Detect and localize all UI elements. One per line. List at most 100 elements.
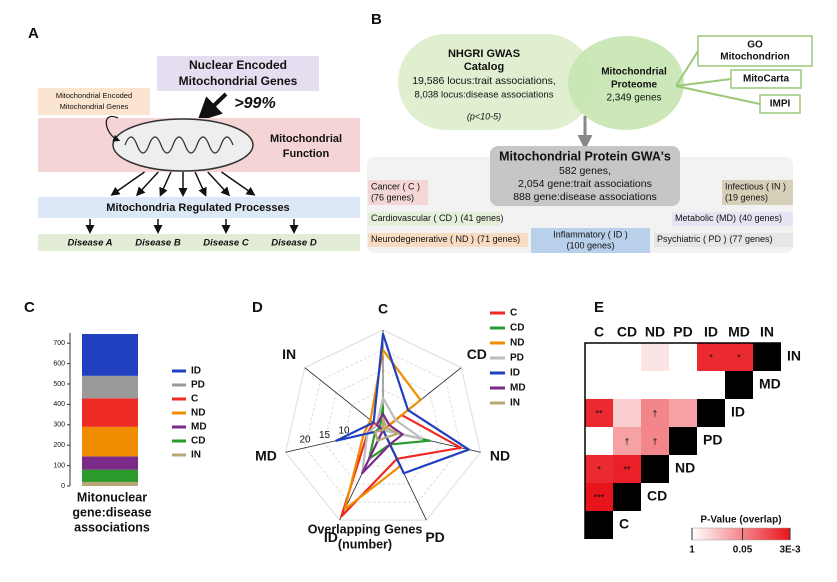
category-genes: (71 genes) <box>477 234 520 244</box>
label: 888 gene:disease associations <box>513 191 657 203</box>
category-name: Psychiatric ( PD ) <box>657 234 727 244</box>
legend-label: ID <box>191 366 201 377</box>
legend-label: PD <box>191 380 205 391</box>
label: GO <box>747 40 763 51</box>
axis-label: IN <box>282 346 296 362</box>
label: 19,586 locus:trait associations, <box>412 75 556 87</box>
label: >99% <box>234 95 275 112</box>
label: Disease B <box>135 238 181 249</box>
grid-ring <box>343 389 423 467</box>
legend-label: IN <box>191 450 201 461</box>
arrow <box>194 171 207 197</box>
r-tick-label: 20 <box>299 434 311 445</box>
category-label: Metabolic (MD) (40 genes) <box>675 213 782 223</box>
label: Mitochondrion <box>720 52 789 63</box>
colorbar-tick-label: 1 <box>689 545 695 556</box>
label: Mitochondrial <box>270 133 342 145</box>
category-name: Metabolic (MD) <box>675 213 736 223</box>
column-label: PD <box>673 324 692 340</box>
axis-label: CD <box>467 346 487 362</box>
y-tick-label: 500 <box>53 381 65 388</box>
r-tick-label: 10 <box>338 426 350 437</box>
row-label: ID <box>731 404 745 420</box>
significance: ** <box>595 408 603 418</box>
label: Mitochondrial Genes <box>179 74 298 88</box>
diagonal-cell <box>697 399 725 427</box>
diagonal-cell <box>753 343 781 371</box>
label: Mitochondrial Genes <box>60 102 129 111</box>
label: NHGRI GWAS <box>448 48 520 60</box>
category-box <box>368 233 528 247</box>
legend-label: C <box>510 308 517 319</box>
bar-segment <box>82 375 138 399</box>
series-line <box>343 348 422 511</box>
outer-ring <box>284 329 482 521</box>
axis-label: PD <box>425 529 444 545</box>
colorbar-tick-label: 3E-3 <box>779 545 801 556</box>
y-tick-label: 600 <box>53 360 65 367</box>
arrow <box>135 171 159 197</box>
label: Function <box>283 148 330 160</box>
label: Mitochondria Regulated Processes <box>106 202 289 214</box>
heat-cell <box>725 343 753 371</box>
bar-segment <box>82 481 138 486</box>
label: Mitochondrial Encoded <box>56 91 132 100</box>
legend-label: MD <box>191 422 207 433</box>
mito-encoded-box <box>38 88 150 115</box>
category-genes: (19 genes) <box>725 192 768 202</box>
category-box <box>654 233 793 247</box>
label: Disease A <box>67 238 112 249</box>
diagonal-cell <box>669 427 697 455</box>
category-label: Cardiovascular ( CD ) (41 genes) <box>371 213 504 223</box>
cristae <box>124 136 234 154</box>
mitochondrion <box>112 118 254 172</box>
arrow <box>207 171 231 197</box>
label: 8,038 locus:disease associations <box>415 90 554 101</box>
diagonal-cell <box>725 371 753 399</box>
frame <box>584 342 781 539</box>
label: IMPI <box>770 99 791 110</box>
loop-arrow <box>105 115 121 142</box>
legend-label: ND <box>510 338 524 349</box>
nuclear-box <box>157 56 319 91</box>
row-label: ND <box>675 460 695 476</box>
result-box <box>490 146 680 206</box>
axis-title: Overlapping Genes <box>308 522 423 536</box>
bar-segment <box>82 469 138 482</box>
connector <box>675 85 761 105</box>
category-label: Neurodegenerative ( ND ) (71 genes) <box>371 234 520 244</box>
y-tick-label: 400 <box>53 401 65 408</box>
heat-cell <box>585 371 613 399</box>
category-genes: (41 genes) <box>461 213 504 223</box>
column-label: CD <box>617 324 637 340</box>
column-label: C <box>594 324 604 340</box>
series-line <box>340 413 463 518</box>
panel-label: C <box>24 299 35 316</box>
heat-cell <box>697 343 725 371</box>
connector <box>675 78 732 87</box>
legend-label: IN <box>510 398 520 409</box>
connector <box>675 50 699 87</box>
x-axis-label: Mitonuclear <box>77 490 147 504</box>
arrow <box>110 171 145 196</box>
bar-segment <box>82 334 138 376</box>
significance: * <box>597 464 601 474</box>
heat-cell <box>585 343 613 371</box>
heat-cell <box>669 399 697 427</box>
column-label: IN <box>760 324 774 340</box>
x-axis-label: associations <box>74 520 150 534</box>
panel-label: E <box>594 299 604 316</box>
label: Nuclear Encoded <box>189 58 287 72</box>
significance: † <box>652 408 657 418</box>
label: Mitochondrial <box>601 67 667 78</box>
panel-label: D <box>252 299 263 316</box>
axis-label: ND <box>490 447 510 463</box>
label: 2,054 gene:trait associations <box>518 178 652 190</box>
heat-cell <box>697 371 725 399</box>
significance: ** <box>623 464 631 474</box>
axis-label: ID <box>324 529 338 545</box>
significance: * <box>737 352 741 362</box>
category-genes: (40 genes) <box>739 213 782 223</box>
bar-segment <box>82 456 138 470</box>
